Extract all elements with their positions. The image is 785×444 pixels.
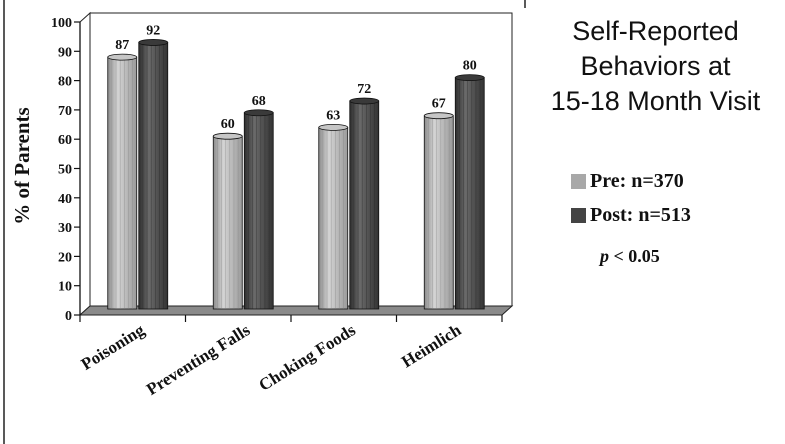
bar-value-label: 87 [115,38,129,53]
bar-body [107,56,138,310]
x-category-label: Poisoning [78,320,149,374]
chart-title: Self-Reported Behaviors at 15-18 Month V… [528,14,783,119]
y-tick-label: 20 [58,250,72,265]
chart-floor [78,305,514,316]
y-tick-label: 10 [58,280,72,295]
bar-body [243,112,274,310]
x-category-label: Heimlich [398,320,465,371]
chart-title-line-1: Self-Reported [572,16,739,46]
bar-body [349,100,380,310]
y-tick-label: 30 [58,221,72,236]
legend-label-post: Post: n=513 [590,203,691,226]
legend-item-pre: Pre: n=370 [571,164,691,198]
bar-value-label: 80 [463,59,477,74]
y-tick-label: 80 [58,75,72,90]
p-symbol: p [600,246,609,266]
significance-note: p < 0.05 [600,246,660,267]
chart-title-line-2: Behaviors at [580,51,731,81]
bar-value-label: 60 [221,117,235,132]
bar-top [107,53,138,61]
y-tick-label: 100 [51,16,72,31]
y-tick-label: 40 [58,192,72,207]
x-category-label: Preventing Falls [143,320,254,399]
y-tick-label: 0 [65,309,72,324]
y-tick-label: 60 [58,133,72,148]
p-value-text: < 0.05 [609,246,660,266]
y-tick-label: 50 [58,163,72,178]
legend-item-post: Post: n=513 [571,198,691,232]
legend-swatch-pre [571,173,586,189]
bar-value-label: 63 [326,108,340,123]
bar-top [243,109,274,117]
bar-top [212,132,243,140]
bar-top [138,39,169,46]
bar-value-label: 67 [432,97,446,112]
bar-value-label: 68 [252,94,266,109]
bar-body [423,115,454,310]
legend-swatch-post [571,207,586,223]
bar-top [423,112,454,120]
y-tick-label: 90 [58,45,72,60]
bar-top [318,124,349,131]
y-axis-title: % of Parents [10,107,34,224]
y-tick-label: 70 [58,104,72,119]
bar-body [212,135,243,310]
side-wall [79,11,91,317]
x-category-label: Choking Foods [255,320,359,395]
bar-top [349,97,380,105]
legend: Pre: n=370 Post: n=513 [571,164,691,232]
bar-value-label: 72 [357,82,371,97]
legend-label-pre: Pre: n=370 [590,169,684,192]
chart-title-line-3: 15-18 Month Visit [550,86,761,116]
bar-value-label: 92 [146,23,160,38]
bar-top [454,74,485,81]
bar-body [318,127,349,310]
